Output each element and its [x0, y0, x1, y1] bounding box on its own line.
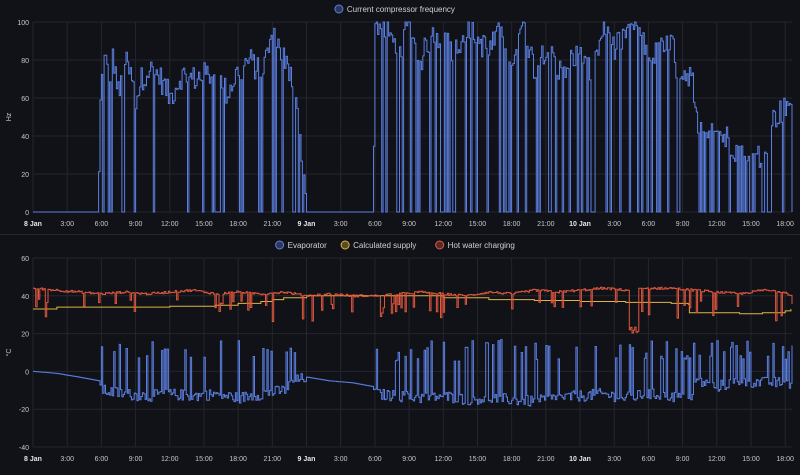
x-tick-label: 18:00: [503, 221, 521, 228]
x-tick-label: 12:00: [435, 221, 453, 228]
x-tick-label: 15:00: [469, 456, 487, 463]
y-tick-label: 80: [21, 58, 29, 65]
x-tick-label: 12:00: [708, 456, 726, 463]
y-tick-label: 60: [21, 256, 29, 263]
x-tick-label: 12:00: [435, 456, 453, 463]
x-tick-label: 3:00: [60, 456, 74, 463]
x-tick-label: 3:00: [607, 456, 621, 463]
legend-swatch: [340, 240, 350, 250]
x-tick-label: 9:00: [676, 221, 690, 228]
x-tick-label: 9 Jan: [298, 221, 316, 228]
y-tick-label: 40: [21, 294, 29, 301]
x-tick-label: 21:00: [537, 221, 555, 228]
x-tick-label: 15:00: [195, 221, 213, 228]
x-tick-label: 8 Jan: [24, 221, 42, 228]
temperature-panel: -40 -20 0 20 40 60 8 Jan 3:00 6:00 9:00 12:00 15:00…: [5, 240, 794, 463]
x-tick-label: 8 Jan: [24, 456, 42, 463]
x-tick-label: 9:00: [402, 456, 416, 463]
legend-swatch: [435, 240, 445, 250]
y-tick-label: 100: [17, 20, 29, 27]
x-tick-label: 6:00: [368, 456, 382, 463]
x-tick-label: 6:00: [642, 221, 656, 228]
x-tick-label: 9:00: [402, 221, 416, 228]
x-tick-label: 10 Jan: [569, 221, 591, 228]
legend-item[interactable]: Current compressor frequency: [334, 4, 455, 14]
series-line-current-compressor-frequency: [33, 21, 793, 213]
x-tick-label: 21:00: [264, 456, 282, 463]
x-tick-label: 9:00: [676, 456, 690, 463]
y-axis-label: Hz: [6, 112, 13, 121]
legend-label: Current compressor frequency: [347, 5, 455, 14]
legend: Current compressor frequency: [334, 4, 455, 14]
x-tick-label: 15:00: [742, 221, 760, 228]
x-tick-label: 6:00: [642, 456, 656, 463]
y-tick-label: -20: [19, 407, 29, 414]
series-line-hot-water-charging: [33, 286, 793, 334]
x-tick-label: 21:00: [537, 456, 555, 463]
x-tick-label: 15:00: [742, 456, 760, 463]
x-tick-label: 9 Jan: [298, 456, 316, 463]
legend-swatch: [275, 240, 285, 250]
x-tick-label: 12:00: [161, 456, 179, 463]
x-tick-label: 3:00: [334, 456, 348, 463]
legend-swatch: [334, 4, 344, 14]
x-tick-label: 21:00: [264, 221, 282, 228]
y-tick-label: 0: [25, 369, 29, 376]
legend-item[interactable]: Hot water charging: [435, 240, 515, 250]
y-axis-label: °C: [5, 349, 13, 357]
legend-label: Calculated supply: [353, 241, 416, 250]
grid: [32, 257, 792, 448]
x-tick-label: 9:00: [129, 456, 143, 463]
legend-label: Hot water charging: [448, 241, 515, 250]
y-tick-label: 0: [25, 210, 29, 217]
x-tick-label: 6:00: [95, 456, 109, 463]
legend-item[interactable]: Calculated supply: [340, 240, 416, 250]
x-tick-label: 12:00: [708, 221, 726, 228]
x-tick-label: 18:00: [503, 456, 521, 463]
x-tick-label: 18:00: [229, 221, 247, 228]
x-tick-label: 18:00: [776, 221, 794, 228]
legend: Evaporator Calculated supply Hot water cha…: [275, 240, 515, 250]
legend-item[interactable]: Evaporator: [275, 240, 327, 250]
legend-label: Evaporator: [288, 241, 327, 250]
series-line-evaporator: [33, 339, 793, 407]
y-tick-label: -40: [19, 445, 29, 452]
y-tick-label: 20: [21, 172, 29, 179]
x-tick-label: 9:00: [129, 221, 143, 228]
x-tick-label: 18:00: [776, 456, 794, 463]
x-tick-label: 18:00: [229, 456, 247, 463]
y-tick-label: 40: [21, 134, 29, 141]
compressor-panel: 0 20 40 60 80 100 8 Jan 3:00 6:00 9:00 12:00 15:00 1…: [6, 4, 794, 228]
x-tick-label: 3:00: [60, 221, 74, 228]
x-tick-label: 12:00: [161, 221, 179, 228]
x-tick-label: 6:00: [95, 221, 109, 228]
x-tick-label: 10 Jan: [569, 456, 591, 463]
x-tick-label: 15:00: [195, 456, 213, 463]
y-tick-label: 60: [21, 96, 29, 103]
x-tick-label: 3:00: [607, 221, 621, 228]
x-tick-label: 15:00: [469, 221, 487, 228]
x-tick-label: 3:00: [334, 221, 348, 228]
y-tick-label: 20: [21, 332, 29, 339]
x-tick-label: 6:00: [368, 221, 382, 228]
